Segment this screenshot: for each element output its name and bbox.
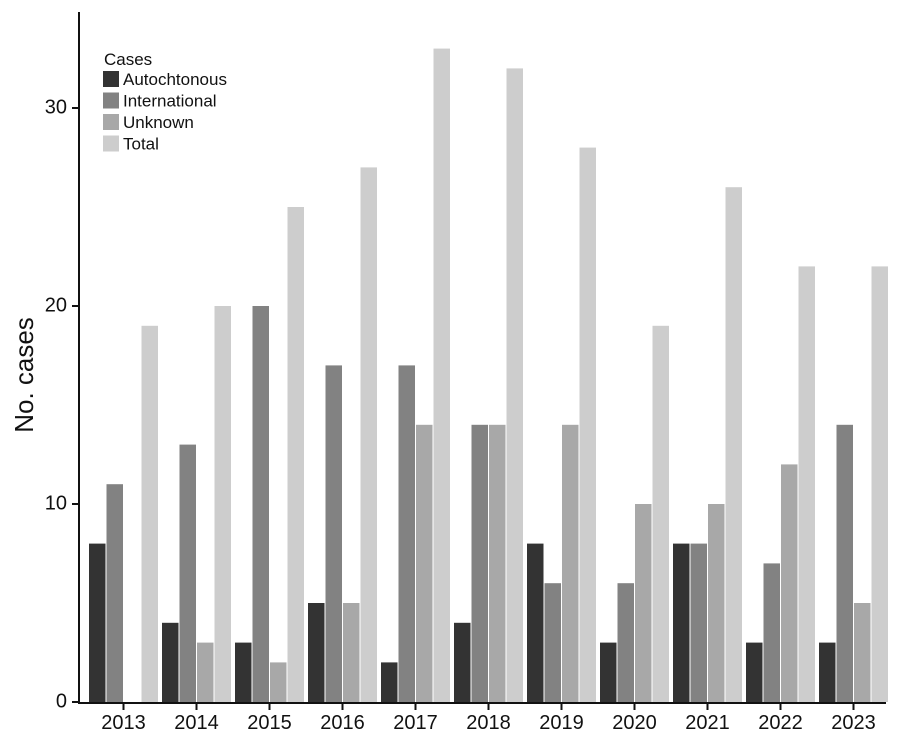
y-tick-label-20: 20 xyxy=(45,294,67,316)
bar-total-2023 xyxy=(871,266,888,702)
bar-autochtonous-2018 xyxy=(454,622,471,702)
bar-autochtonous-2014 xyxy=(162,622,179,702)
bar-autochtonous-2019 xyxy=(527,543,544,702)
bar-unknown-2023 xyxy=(854,603,871,702)
bar-total-2018 xyxy=(506,68,523,702)
bar-unknown-2022 xyxy=(781,464,798,702)
bar-international-2015 xyxy=(252,306,269,702)
x-ticks-layer: 2013 2014 2015 2016 2017 2018 2019 2020 2021 2022… xyxy=(101,704,876,734)
legend-label-unknown: Unknown xyxy=(123,113,194,132)
bar-unknown-2014 xyxy=(197,642,214,702)
legend-items: Autochtonous International Unknown Total xyxy=(103,70,227,154)
bar-unknown-2015 xyxy=(270,662,287,702)
bar-international-2016 xyxy=(325,365,342,702)
bar-autochtonous-2022 xyxy=(746,642,763,702)
legend: Cases Autochtonous International Unknown To… xyxy=(103,50,227,154)
x-tick-label-2016: 2016 xyxy=(320,712,365,734)
x-tick-label-2019: 2019 xyxy=(539,712,584,734)
legend-label-total: Total xyxy=(123,135,159,154)
x-tick-label-2023: 2023 xyxy=(831,712,876,734)
bar-unknown-2019 xyxy=(562,424,579,702)
legend-label-international: International xyxy=(123,92,217,111)
legend-title: Cases xyxy=(104,50,152,69)
bar-unknown-2017 xyxy=(416,424,433,702)
bars-layer xyxy=(89,48,888,703)
legend-swatch-international xyxy=(103,92,119,109)
bar-autochtonous-2015 xyxy=(235,642,252,702)
bar-international-2020 xyxy=(617,583,634,702)
bar-international-2023 xyxy=(836,424,853,702)
x-tick-label-2022: 2022 xyxy=(758,712,803,734)
bar-international-2017 xyxy=(398,365,415,702)
bar-international-2014 xyxy=(179,444,196,702)
x-tick-label-2014: 2014 xyxy=(174,712,219,734)
y-tick-label-10: 10 xyxy=(45,492,67,514)
x-tick-label-2015: 2015 xyxy=(247,712,292,734)
legend-swatch-unknown xyxy=(103,114,119,130)
bar-total-2021 xyxy=(725,187,742,702)
x-tick-label-2021: 2021 xyxy=(685,712,730,734)
bar-international-2013 xyxy=(106,484,123,702)
bar-total-2020 xyxy=(652,325,669,702)
bar-autochtonous-2017 xyxy=(381,662,398,702)
bar-total-2016 xyxy=(360,167,377,702)
x-tick-label-2018: 2018 xyxy=(466,712,511,734)
y-tick-label-30: 30 xyxy=(45,96,67,118)
bar-international-2022 xyxy=(763,563,780,702)
bar-international-2021 xyxy=(690,543,707,702)
bar-international-2018 xyxy=(471,424,488,702)
bar-international-2019 xyxy=(544,583,561,702)
legend-label-autochtonous: Autochtonous xyxy=(123,70,227,89)
bar-autochtonous-2023 xyxy=(819,642,836,702)
bar-total-2022 xyxy=(798,266,815,702)
x-tick-label-2017: 2017 xyxy=(393,712,438,734)
y-axis-title: No. cases xyxy=(9,317,39,433)
bar-total-2017 xyxy=(433,48,450,703)
bar-autochtonous-2020 xyxy=(600,642,617,702)
x-tick-label-2013: 2013 xyxy=(101,712,146,734)
bar-total-2019 xyxy=(579,147,596,703)
legend-swatch-autochtonous xyxy=(103,71,119,87)
bar-unknown-2016 xyxy=(343,603,360,702)
bar-total-2014 xyxy=(214,306,231,702)
bar-autochtonous-2021 xyxy=(673,543,690,702)
bar-unknown-2021 xyxy=(708,504,725,702)
x-tick-label-2020: 2020 xyxy=(612,712,657,734)
bar-autochtonous-2013 xyxy=(89,543,106,702)
bar-autochtonous-2016 xyxy=(308,603,325,702)
bar-total-2015 xyxy=(287,207,304,702)
bar-unknown-2020 xyxy=(635,504,652,702)
y-ticks-layer: 0 10 20 30 xyxy=(45,96,79,712)
y-tick-label-0: 0 xyxy=(56,690,67,712)
legend-swatch-total xyxy=(103,135,119,152)
bar-unknown-2018 xyxy=(489,424,506,702)
bar-total-2013 xyxy=(141,325,158,702)
